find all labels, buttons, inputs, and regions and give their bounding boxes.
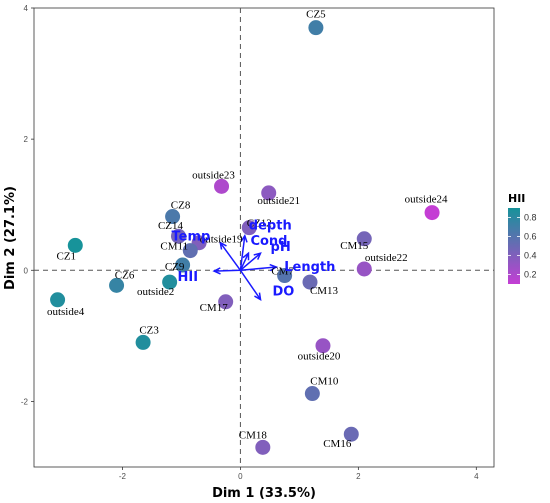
point-label: CM18 [239, 429, 268, 441]
variable-arrows [212, 234, 278, 301]
point-label: CM7 [271, 266, 294, 278]
x-tick-label: 2 [356, 472, 361, 481]
point-label: CZ3 [139, 324, 159, 336]
variable-label: Length [284, 260, 335, 275]
arrowhead-cond [242, 251, 250, 261]
point-cz5 [308, 20, 324, 36]
variable-label: HII [178, 270, 199, 285]
arrow-depth [239, 235, 246, 271]
variable-label: DO [273, 285, 295, 300]
x-axis-ticks: -2 0 2 4 [119, 467, 479, 481]
point-outside22 [356, 261, 372, 277]
plot-panel [33, 7, 495, 468]
y-tick-label: 0 [24, 266, 29, 275]
point-cz3 [135, 334, 151, 350]
point-label: CM10 [310, 376, 339, 388]
point-label: CZ14 [158, 220, 184, 232]
x-tick-label: 0 [238, 472, 243, 481]
y-tick-label: 2 [24, 135, 29, 144]
point-label: CM11 [160, 241, 188, 253]
point-cm10 [304, 386, 320, 402]
point-cm15 [356, 231, 372, 247]
arrowhead-length [269, 263, 278, 272]
legend-colorbar [508, 208, 520, 284]
arrow-ph [239, 252, 262, 271]
y-axis-title: Dim 2 (27.1%) [3, 186, 18, 290]
legend-tick-label: 0.6 [524, 232, 537, 242]
y-tick-label: -2 [21, 397, 29, 406]
variable-label: pH [271, 240, 291, 255]
point-label: outside19 [200, 234, 243, 246]
point-cz6 [109, 277, 125, 293]
point-outside20 [315, 338, 331, 354]
sample-points [50, 20, 440, 455]
arrow-do [239, 269, 262, 300]
point-outside2 [162, 274, 178, 290]
legend-tick-label: 0.4 [524, 251, 537, 261]
x-axis-title: Dim 1 (33.5%) [212, 486, 316, 501]
legend-title: HII [508, 192, 525, 205]
legend: HII 0.2 0.4 0.6 0.8 [508, 192, 537, 284]
point-cm7 [277, 268, 293, 284]
point-label: CZ12 [247, 218, 272, 230]
arrowhead-depth [240, 234, 248, 243]
point-cm11 [182, 243, 198, 259]
arrowhead-temp [219, 241, 227, 250]
point-label: CM16 [323, 438, 352, 450]
point-outside21 [261, 185, 277, 201]
y-axis-ticks: -2 0 2 4 [21, 4, 34, 406]
x-tick-label: -2 [119, 472, 127, 481]
point-cz14 [170, 228, 186, 244]
legend-tick-label: 0.2 [524, 270, 537, 280]
point-label: outside23 [192, 169, 235, 181]
point-label: CM15 [340, 240, 369, 252]
point-cz12 [241, 220, 257, 236]
arrow-temp [219, 242, 242, 271]
variable-label: Cond [250, 234, 287, 249]
arrow-length [240, 266, 277, 272]
legend-tick-label: 0.8 [524, 213, 537, 223]
point-label: CZ1 [57, 250, 77, 262]
sample-labels: CZ5 outside24 CZ1 outside4 CZ6 CZ3 outside23 ou… [47, 9, 448, 451]
point-label: CZ8 [171, 200, 191, 212]
point-cm17 [218, 294, 234, 310]
arrow-hii [214, 269, 241, 272]
point-label: outside20 [298, 351, 341, 363]
point-label: CM17 [200, 302, 229, 314]
point-cm13 [302, 274, 318, 290]
point-label: outside24 [405, 194, 448, 206]
point-outside4 [50, 292, 66, 308]
point-cm16 [343, 426, 359, 442]
arrowhead-do [254, 292, 262, 301]
arrowhead-hii [212, 267, 221, 275]
point-cz9 [175, 257, 191, 273]
point-outside24 [424, 205, 440, 221]
point-label: CZ5 [306, 9, 326, 21]
point-label: outside22 [365, 252, 408, 264]
point-label: outside4 [47, 306, 85, 318]
variable-label: depth [249, 219, 292, 234]
point-label: outside2 [137, 286, 174, 298]
point-outside23 [214, 178, 230, 194]
variable-label: Temp [171, 230, 210, 245]
point-label: CZ9 [165, 261, 185, 273]
x-tick-label: 4 [474, 472, 479, 481]
arrow-cond [239, 252, 250, 271]
y-tick-label: 4 [24, 4, 29, 13]
point-label: outside21 [257, 195, 300, 207]
legend-ticks: 0.2 0.4 0.6 0.8 [508, 213, 537, 280]
point-cz1 [67, 237, 83, 253]
point-label: CM13 [310, 285, 339, 297]
point-cz8 [165, 209, 181, 225]
point-label: CZ6 [115, 269, 135, 281]
point-cm18 [255, 439, 271, 455]
arrowhead-ph [253, 252, 262, 260]
